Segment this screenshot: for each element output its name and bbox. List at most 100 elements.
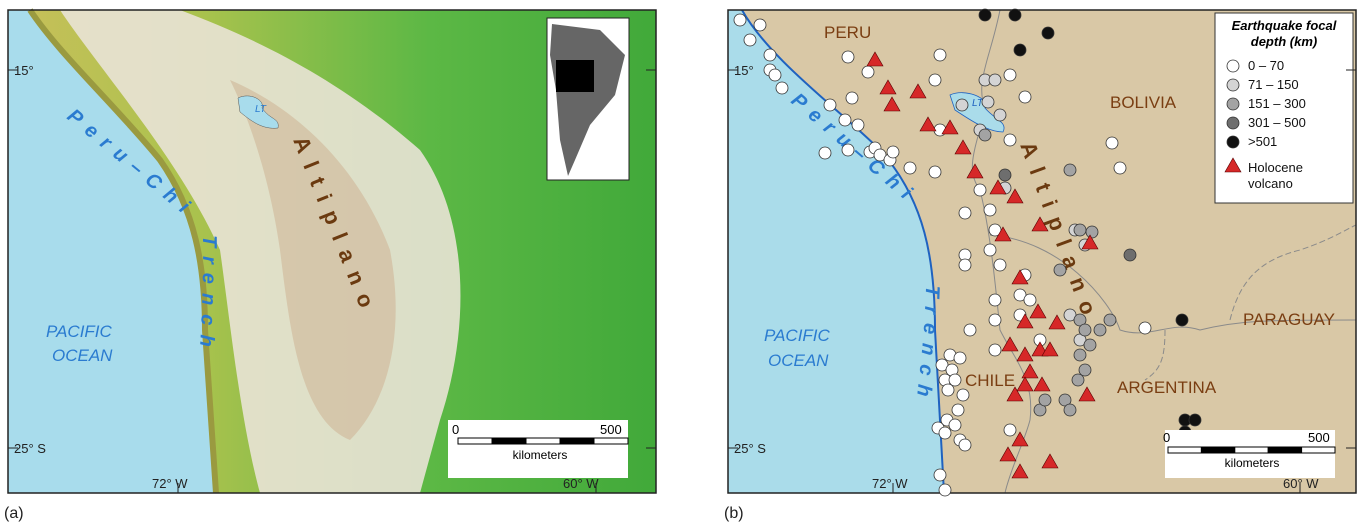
earthquake [951,403,965,417]
earthquake [768,68,782,82]
earthquake [956,388,970,402]
altiplano-area [230,80,396,440]
earthquake [993,258,1007,272]
coast [27,8,219,494]
ocean-label: PACIFIC [764,326,831,345]
scale-segment [1234,446,1269,454]
earthquake [1103,313,1117,327]
earthquake [1033,403,1047,417]
earthquake [1085,225,1099,239]
scale-segment [1301,446,1336,454]
country-label: BOLIVIA [1110,93,1177,112]
earthquake [983,243,997,257]
frame [727,9,1357,494]
earthquake [1008,8,1022,22]
volcano [1081,234,1099,250]
lat-label: 15° [734,63,754,78]
earthquake [841,50,855,64]
earthquake [998,168,1012,182]
scale-end: 500 [1308,430,1330,445]
lake-label: LT [255,104,267,115]
legend-label: Holocene [1248,160,1303,175]
earthquake [958,258,972,272]
lon-label: 60° W [563,476,599,491]
earthquake [1073,348,1087,362]
legend-swatch [1226,116,1240,130]
volcano [999,446,1017,462]
volcano [1006,188,1024,204]
earthquake [958,206,972,220]
volcano [1041,453,1059,469]
volcano [1078,386,1096,402]
volcano [1029,303,1047,319]
earthquake [1083,338,1097,352]
earthquake [988,343,1002,357]
earthquake [948,373,962,387]
volcano [1033,376,1051,392]
earthquake [743,33,757,47]
lon-label: 72° W [152,476,188,491]
earthquake [1073,313,1087,327]
legend-title: Earthquake focal [1232,18,1337,33]
earthquake [973,183,987,197]
panel-label: (b) [724,505,744,522]
earthquake [818,146,832,160]
earthquake [978,128,992,142]
earthquake [1073,223,1087,237]
country-label: ARGENTINA [1117,378,1217,397]
scale-unit: kilometers [1225,456,1280,470]
earthquake [903,161,917,175]
earthquake [928,165,942,179]
country-label: PERU [824,23,871,42]
earthquake [1041,26,1055,40]
earthquake [941,383,955,397]
trench-label: Trench [195,235,212,356]
volcano [909,83,927,99]
earthquake [1003,423,1017,437]
earthquake [1105,136,1119,150]
earthquake [1113,161,1127,175]
volcano [866,51,884,67]
earthquake [1063,308,1077,322]
earthquake [733,13,747,27]
earthquake [861,65,875,79]
earthquake [775,81,789,95]
earthquake [933,468,947,482]
earthquake [978,8,992,22]
earthquake [1038,393,1052,407]
lat-label: 25° S [14,441,46,456]
volcano [1016,346,1034,362]
volcano [1016,376,1034,392]
inset-box [556,60,594,92]
earthquake [845,91,859,105]
volcano [1048,314,1066,330]
scale-segment [525,437,561,445]
volcano [1006,386,1024,402]
earthquake [1093,323,1107,337]
volcano [883,96,901,112]
frame [7,9,657,494]
volcano [879,79,897,95]
volcano [1041,341,1059,357]
lake-label: LT [972,98,984,109]
earthquake [1003,133,1017,147]
earthquake [1003,68,1017,82]
legend-title: depth (km) [1251,34,1317,49]
volcano [1031,216,1049,232]
volcano [941,119,959,135]
earthquake [1063,163,1077,177]
volcano [1021,363,1039,379]
earthquake [933,48,947,62]
earthquake [938,483,952,497]
earthquake [983,203,997,217]
volcano [1011,269,1029,285]
earthquake [1013,288,1027,302]
volcano [954,139,972,155]
scale-segment [1167,446,1202,454]
panel-label: (a) [4,505,24,522]
earthquake [1013,43,1027,57]
volcano [1001,336,1019,352]
earthquake [1023,293,1037,307]
volcano [1016,313,1034,329]
